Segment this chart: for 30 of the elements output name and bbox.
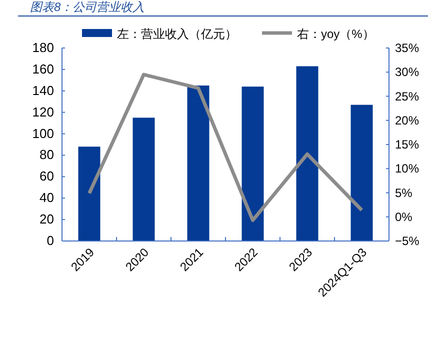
y2-tick-label: 35% bbox=[395, 41, 420, 55]
bar bbox=[296, 66, 318, 241]
y2-tick-label: 5% bbox=[395, 186, 413, 200]
bar bbox=[132, 118, 155, 241]
bar bbox=[350, 104, 373, 241]
bar bbox=[187, 86, 210, 241]
y-tick-label: 60 bbox=[40, 168, 54, 184]
legend-左：营业收入（亿元）: 左：营业收入（亿元） bbox=[82, 27, 237, 41]
y2-tick-label: 25% bbox=[395, 89, 420, 104]
y2-tick-label: 20% bbox=[395, 113, 420, 128]
y2-tick-label: 10% bbox=[395, 162, 420, 176]
y-tick-label: 100 bbox=[32, 126, 54, 141]
legend-label: 左：营业收入（亿元） bbox=[117, 27, 237, 41]
y-tick-label: 40 bbox=[40, 190, 54, 206]
y2-tick-label: 30% bbox=[395, 65, 420, 80]
bar bbox=[242, 86, 264, 241]
y-tick-label: 140 bbox=[32, 82, 54, 98]
y-tick-label: 120 bbox=[32, 104, 54, 120]
y-tick-label: 160 bbox=[32, 61, 54, 76]
bar bbox=[78, 146, 100, 241]
y-tick-label: 20 bbox=[40, 212, 54, 227]
y2-tick-label: 0% bbox=[395, 210, 413, 224]
y-tick-label: 180 bbox=[32, 40, 54, 55]
legend-右：yoy（%）: 右：yoy（%） bbox=[262, 27, 374, 41]
chart-title: 图表8：公司营业收入 bbox=[30, 0, 145, 14]
y-tick-label: 80 bbox=[40, 147, 54, 162]
legend-label: 右：yoy（%） bbox=[297, 27, 374, 41]
y-tick-label: 0 bbox=[46, 233, 54, 248]
y2-tick-label: 15% bbox=[395, 138, 420, 152]
y2-tick-label: −5% bbox=[395, 234, 420, 248]
